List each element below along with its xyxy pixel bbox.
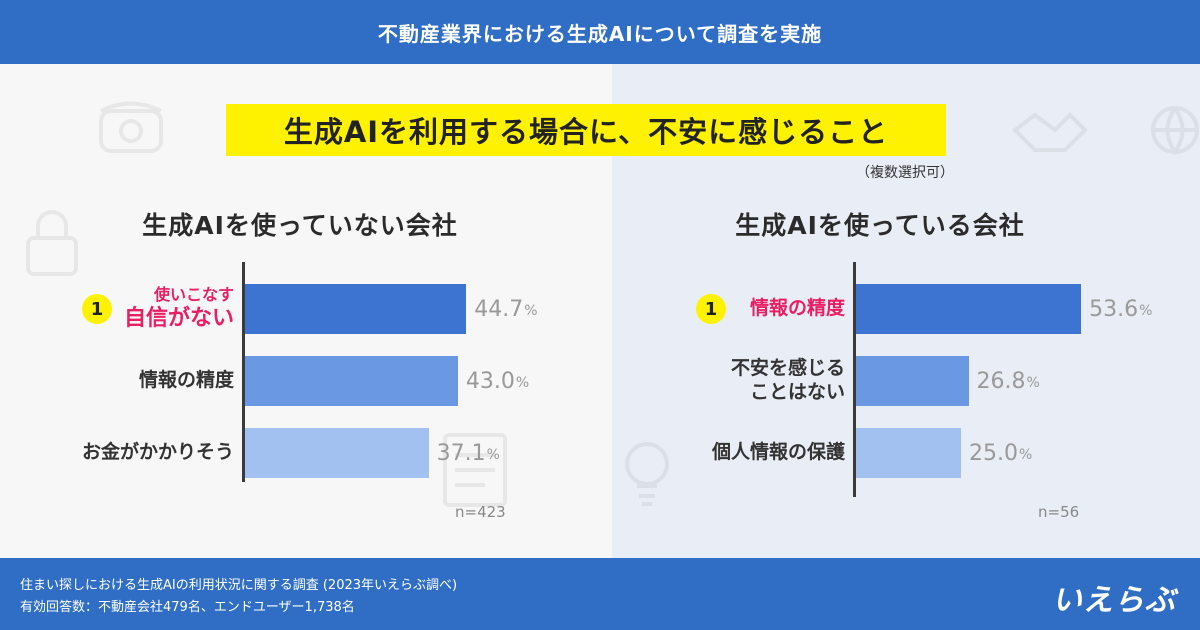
left-value-number-1: 44.7: [474, 296, 524, 322]
lightbulb-icon: [625, 442, 669, 506]
left-value-unit-2: %: [515, 375, 530, 391]
left-bar-1: [245, 284, 467, 334]
footer-survey-title: 住まい探しにおける生成AIの利用状況に関する調査 (2023年いえらぶ調べ): [20, 578, 458, 593]
left-chart-axis: [242, 262, 245, 482]
lock-icon: [26, 210, 78, 276]
right-value-label-2: 26.8%: [977, 356, 1040, 406]
footer-respondents: 有効回答数：不動産会社479名、エンドユーザー1,738名: [20, 600, 355, 615]
right-bar-2: [856, 356, 969, 406]
left-value-label-1: 44.7%: [474, 284, 537, 334]
left-value-label-2: 43.0%: [466, 356, 529, 406]
right-value-unit-1: %: [1139, 303, 1153, 319]
right-rank-badge: 1: [696, 294, 726, 324]
right-value-number-1: 53.6: [1089, 296, 1139, 322]
right-category-label-1: 情報の精度: [749, 297, 845, 320]
right-value-unit-2: %: [1026, 375, 1040, 391]
right-bar-1: [856, 284, 1082, 334]
phone-icon: [99, 101, 163, 153]
left-bar-3: [245, 428, 429, 478]
header-title: 不動産業界における生成AIについて調査を実施: [377, 21, 823, 46]
right-category-label-2: 不安を感じる ことはない: [730, 357, 845, 403]
right-value-unit-3: %: [1018, 447, 1033, 463]
left-sample-size: n=423: [455, 503, 506, 521]
right-category-label-3: 個人情報の保護: [711, 441, 845, 464]
left-rank-badge: 1: [82, 294, 112, 324]
multiple-choice-note: （複数選択可）: [856, 165, 954, 181]
document-icon: [443, 433, 507, 507]
left-bar-2: [245, 356, 458, 406]
main-title: 生成AIを利用する場合に、不安に感じること: [226, 104, 946, 156]
header-bar: 不動産業界における生成AIについて調査を実施: [0, 0, 1200, 64]
right-bar-3: [856, 428, 961, 478]
right-value-number-3: 25.0: [969, 440, 1018, 466]
ierabu-logo: いえらぶ: [1052, 583, 1176, 618]
left-category-label-1: 使いこなす 自信がない: [123, 285, 234, 332]
right-chart-axis: [853, 262, 856, 497]
handshake-icon: [1011, 112, 1088, 152]
left-value-label-3: 37.1%: [437, 428, 500, 478]
right-value-label-1: 53.6%: [1089, 284, 1152, 334]
left-value-unit-1: %: [524, 303, 538, 319]
left-category-label-3: お金がかかりそう: [81, 441, 234, 464]
right-chart-title: 生成AIを使っている会社: [735, 211, 1025, 240]
left-value-number-2: 43.0: [465, 368, 515, 394]
right-sample-size: n=56: [1038, 503, 1080, 521]
left-category-label-2: 情報の精度: [138, 369, 234, 392]
left-value-number-3: 37.1: [436, 440, 486, 466]
left-chart-title: 生成AIを使っていない会社: [142, 211, 458, 240]
globe-icon: [1151, 106, 1199, 156]
main-title-text: 生成AIを利用する場合に、不安に感じること: [283, 115, 889, 149]
left-value-unit-3: %: [486, 447, 500, 463]
footer-bar: 住まい探しにおける生成AIの利用状況に関する調査 (2023年いえらぶ調べ) 有…: [0, 558, 1200, 630]
right-value-number-2: 26.8: [976, 368, 1026, 394]
right-value-label-3: 25.0%: [969, 428, 1032, 478]
